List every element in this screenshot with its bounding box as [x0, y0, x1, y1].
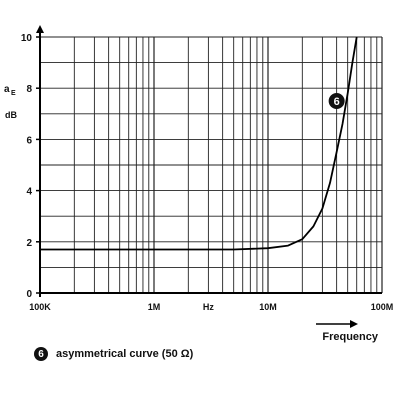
label-layer: 0 2 4 6 8 10 a EdB 100K 1M 10M 100M Hz Frequency — [4, 33, 393, 343]
x-axis-label: Frequency — [322, 331, 379, 343]
x-tick-label: 100M — [371, 302, 394, 312]
x-tick-label: 100K — [29, 302, 51, 312]
y-tick-label: 0 — [26, 289, 32, 300]
y-axis-unit: dB — [5, 110, 17, 120]
series-marker-label: 6 — [334, 96, 340, 108]
y-tick-label: 4 — [26, 187, 32, 198]
y-tick-label: 6 — [26, 135, 32, 146]
legend: 6 asymmetrical curve (50 Ω) — [34, 347, 193, 361]
series-marker-icon — [328, 93, 345, 109]
y-axis-label: a — [4, 84, 10, 95]
y-axis-label-subscript: E — [11, 90, 16, 97]
x-axis-arrow-icon — [350, 320, 358, 328]
axes — [36, 25, 382, 328]
legend-marker-icon: 6 — [34, 347, 48, 361]
x-tick-label: 10M — [259, 302, 277, 312]
series-line — [40, 36, 358, 251]
x-axis-unit: Hz — [203, 302, 214, 312]
y-tick-label: 8 — [26, 84, 32, 95]
series-layer: 6 — [40, 36, 358, 251]
x-tick-label: 1M — [148, 302, 161, 312]
y-axis-arrow-icon — [36, 25, 44, 33]
legend-label: asymmetrical curve (50 Ω) — [56, 348, 194, 360]
y-tick-label: 2 — [26, 238, 32, 249]
y-tick-label: 10 — [21, 33, 33, 44]
grid — [39, 36, 383, 294]
